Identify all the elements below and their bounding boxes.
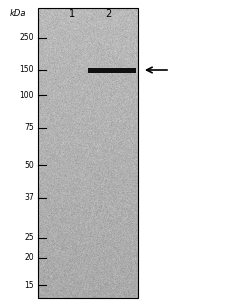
- Text: 25: 25: [24, 234, 34, 243]
- Bar: [0, 0, 225, 8]
- Text: 250: 250: [20, 33, 34, 42]
- Text: kDa: kDa: [10, 10, 26, 18]
- Bar: [38, 8, 138, 298]
- Text: 2: 2: [105, 9, 111, 19]
- Text: 75: 75: [24, 123, 34, 133]
- Bar: [88, 68, 136, 72]
- Text: 15: 15: [24, 281, 34, 290]
- Text: 37: 37: [24, 193, 34, 203]
- Bar: [0, 298, 225, 307]
- Text: 150: 150: [20, 65, 34, 75]
- Bar: [0, 0, 38, 307]
- Text: 100: 100: [20, 91, 34, 99]
- Text: 50: 50: [24, 161, 34, 169]
- Bar: [138, 0, 225, 307]
- Text: 1: 1: [69, 9, 75, 19]
- Text: 20: 20: [24, 254, 34, 262]
